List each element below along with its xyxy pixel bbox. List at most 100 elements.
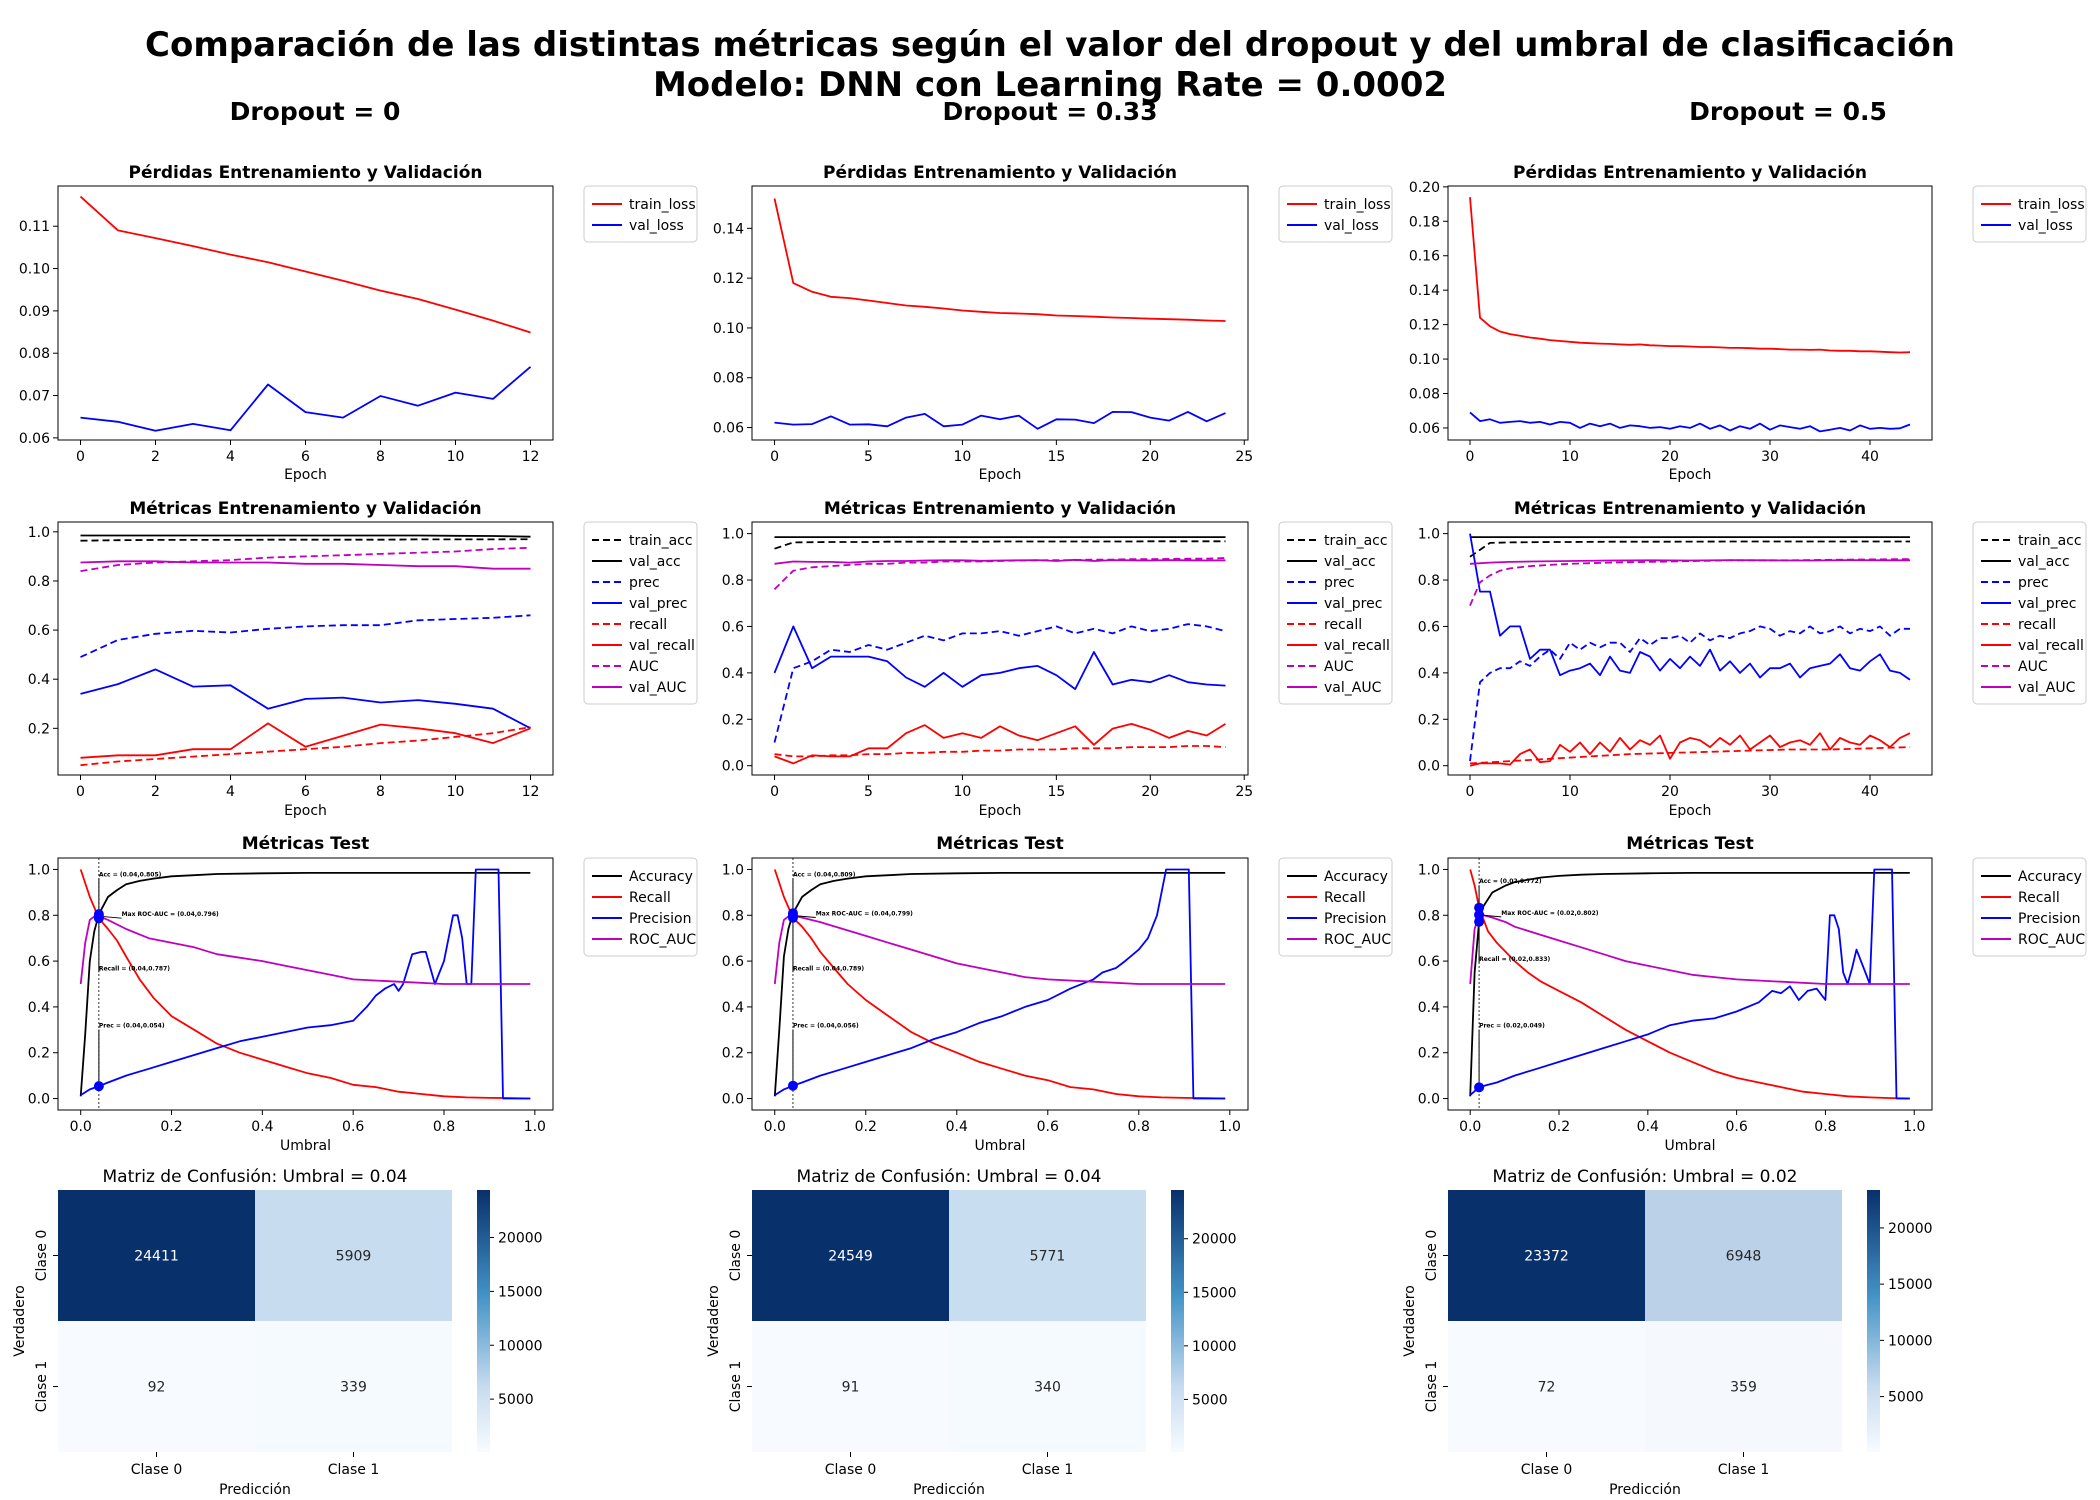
legend-label: train_loss [629, 197, 696, 213]
x-tick-label: 0 [76, 449, 85, 465]
series-line-val-auc [1469, 559, 1910, 565]
y-tick-label: 0.14 [713, 221, 744, 237]
y-tick-label: 0.09 [19, 304, 50, 320]
y-tick-label: 1.0 [28, 525, 50, 541]
y-tick-label: 0.0 [1418, 759, 1440, 775]
x-tick-label: Clase 1 [1718, 1462, 1770, 1478]
colorbar-tick-label: 20000 [1192, 1232, 1237, 1248]
colorbar-tick-label: 5000 [498, 1392, 534, 1408]
legend: train_loss val_loss [583, 185, 698, 243]
x-tick-label: 0.4 [1637, 1119, 1659, 1135]
y-tick-label: 0.4 [722, 666, 744, 682]
x-tick-label: 0.0 [764, 1119, 786, 1135]
annotation-label: Acc = (0.04,0.809) [793, 871, 856, 878]
x-tick-label: 2 [151, 784, 160, 800]
legend: Accuracy Recall Precision ROC_AUC [583, 857, 698, 957]
x-tick-label: 25 [1235, 449, 1253, 465]
series-line-recall [1469, 869, 1910, 1100]
x-tick-label: 4 [226, 449, 235, 465]
confusion-matrix-col2: Matriz de Confusión: Umbral = 0.02 23372 6… [1402, 1167, 1933, 1498]
series-line-recall [1469, 746, 1911, 765]
legend-label: val_AUC [629, 680, 687, 696]
confusion-cell [255, 1190, 452, 1321]
y-tick-label: 0.10 [713, 321, 744, 337]
panel-test-col2: Métricas Test 0.0 0.2 0.4 0.6 0.8 1.0 0.0 0.2 0.4… [1418, 834, 2087, 1154]
y-tick-label: 0.8 [28, 574, 50, 590]
series-line-auc [80, 546, 531, 572]
y-axis-label: Verdadero [706, 1285, 722, 1357]
series-line-val-loss [1469, 411, 1911, 433]
legend-label: Accuracy [629, 869, 693, 885]
x-tick-label: 1.0 [1219, 1119, 1241, 1135]
y-tick-label: 0.8 [722, 908, 744, 924]
y-tick-label: 1.0 [1418, 527, 1440, 543]
x-tick-label: 20 [1141, 449, 1159, 465]
series-line-train-loss [1469, 197, 1911, 354]
x-tick-label: 0.6 [342, 1119, 364, 1135]
confusion-title: Matriz de Confusión: Umbral = 0.04 [103, 1167, 408, 1187]
x-axis-label: Epoch [979, 467, 1022, 483]
legend-label: val_AUC [1324, 680, 1382, 696]
x-tick-label: 1.0 [524, 1119, 546, 1135]
legend-label: prec [2018, 575, 2049, 591]
x-tick-label: 2 [151, 449, 160, 465]
x-axis-label: Epoch [284, 803, 327, 819]
panels-layer: Pérdidas Entrenamiento y Validación 0 2 4 6 8… [12, 163, 2087, 1498]
x-tick-label: 0.2 [160, 1119, 182, 1135]
annotation-label: Acc = (0.02,0.772) [1479, 878, 1542, 885]
y-tick-label: Clase 1 [728, 1361, 744, 1413]
confusion-cell-value: 24411 [134, 1249, 179, 1265]
panel-metrics-col1: Métricas Entrenamiento y Validación 0 5 10 1… [722, 499, 1393, 819]
annotation-label: Max ROC-AUC = (0.04,0.799) [816, 911, 913, 918]
panel-test-col0: Métricas Test 0.0 0.2 0.4 0.6 0.8 1.0 0.0 0.2 0.4… [28, 834, 698, 1154]
confusion-cell [255, 1321, 452, 1452]
series-layer [79, 195, 532, 432]
series-line-val-auc [774, 558, 1226, 565]
series-line-val-prec [773, 625, 1226, 690]
highlight-marker [93, 1081, 104, 1092]
annotation-label: Prec = (0.04,0.056) [793, 1023, 859, 1030]
colorbar-tick-label: 15000 [1888, 1277, 1933, 1293]
y-tick-label: 0.6 [722, 619, 744, 635]
confusion-title: Matriz de Confusión: Umbral = 0.04 [797, 1167, 1102, 1187]
y-tick-label: 0.0 [722, 1092, 744, 1108]
legend-label: val_acc [629, 554, 681, 570]
legend-label: Accuracy [2018, 869, 2082, 885]
legend-label: AUC [1324, 659, 1354, 675]
x-tick-label: 0.0 [70, 1119, 92, 1135]
legend-box [583, 521, 698, 705]
legend-label: prec [629, 575, 660, 591]
plot-title: Métricas Test [242, 834, 369, 854]
series-line-val-prec [80, 668, 531, 730]
confusion-cell-value: 359 [1730, 1380, 1757, 1396]
confusion-cell [58, 1190, 255, 1321]
y-tick-label: 0.4 [28, 1000, 50, 1016]
x-tick-label: Clase 0 [1521, 1462, 1573, 1478]
y-tick-label: 0.2 [722, 712, 744, 728]
x-tick-label: 10 [954, 449, 972, 465]
colorbar [477, 1190, 490, 1452]
colorbar-tick-label: 15000 [1192, 1285, 1237, 1301]
suptitle-line2: Modelo: DNN con Learning Rate = 0.0002 [653, 65, 1447, 105]
x-tick-label: Clase 0 [131, 1462, 183, 1478]
confusion-cell-value: 5771 [1030, 1249, 1066, 1265]
x-tick-label: 0.2 [1548, 1119, 1570, 1135]
x-tick-label: 30 [1761, 784, 1779, 800]
x-tick-label: 30 [1761, 449, 1779, 465]
y-tick-label: 0.8 [722, 573, 744, 589]
y-tick-label: 0.12 [1409, 318, 1440, 334]
x-axis-label: Epoch [1669, 803, 1712, 819]
confusion-title: Matriz de Confusión: Umbral = 0.02 [1493, 1167, 1798, 1187]
x-tick-label: 10 [1561, 784, 1579, 800]
plot-title: Pérdidas Entrenamiento y Validación [129, 163, 483, 183]
colorbar-tick-label: 10000 [1192, 1339, 1237, 1355]
x-tick-label: Clase 1 [1022, 1462, 1074, 1478]
highlight-marker [1474, 909, 1485, 920]
confusion-cell [1645, 1190, 1842, 1321]
legend-label: Precision [2018, 911, 2080, 927]
plot-title: Métricas Entrenamiento y Validación [1514, 499, 1866, 519]
x-tick-label: 0.6 [1037, 1119, 1059, 1135]
x-tick-label: 40 [1861, 449, 1879, 465]
y-tick-label: 0.8 [1418, 908, 1440, 924]
